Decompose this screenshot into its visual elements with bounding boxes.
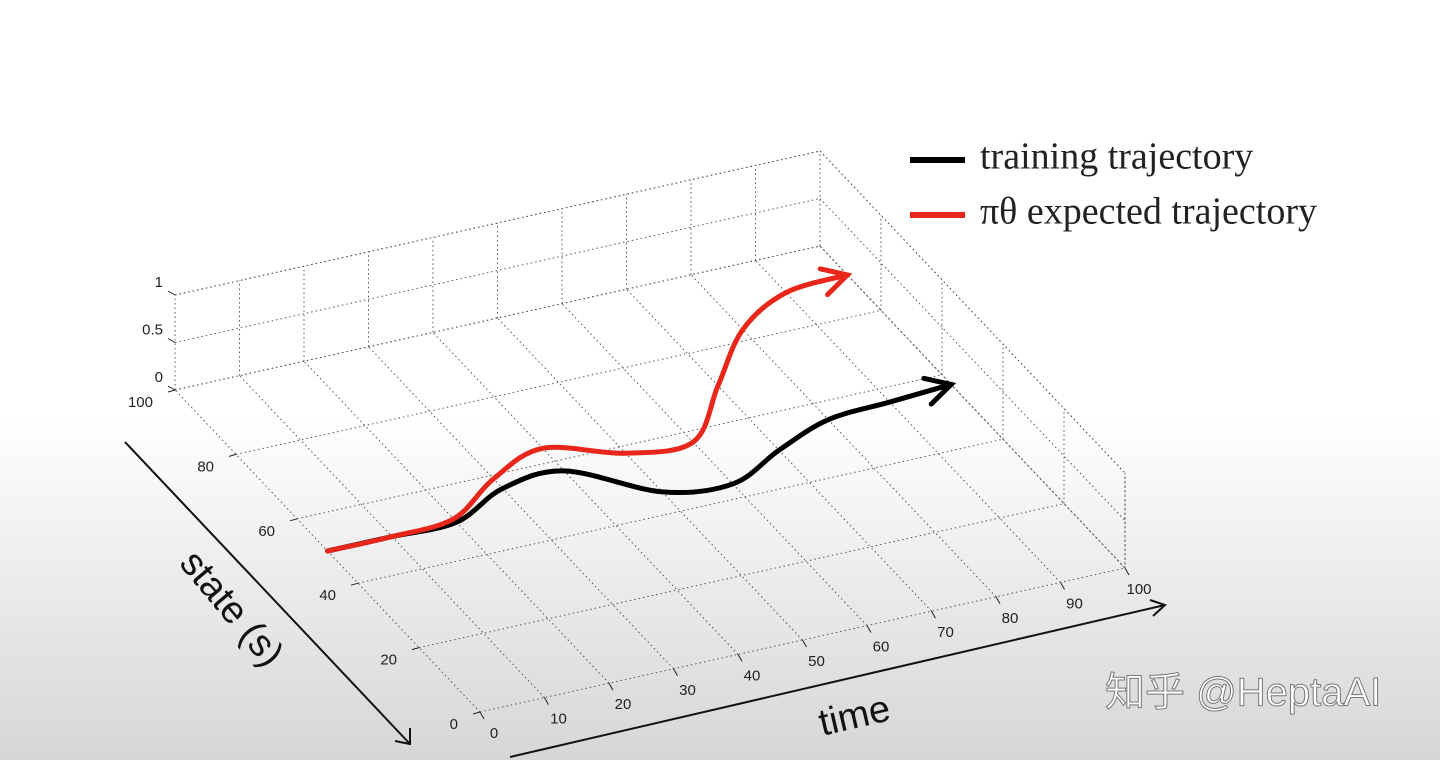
y-tick [167,389,176,393]
y-tick-label: 100 [128,394,153,411]
x-tick-label: 0 [490,725,498,742]
grid-line [368,346,674,670]
grid-line [819,245,1126,569]
legend-label: πθ expected trajectory [980,191,1317,233]
x-tick [1060,582,1065,590]
x-tick [995,596,1001,605]
x-tick-label: 10 [550,711,567,728]
y-tick-label: 60 [258,523,275,540]
x-tick [1124,567,1130,576]
grid-line [497,317,803,641]
y-tick [350,582,359,586]
x-tick-label: 40 [744,667,761,684]
y-tick-label: 40 [319,587,336,604]
grid-line [819,198,1126,521]
z-tick [167,338,176,343]
x-tick [608,682,614,691]
x-tick [737,654,743,662]
y-axis-arrow [124,441,411,746]
x-axis-arrow [509,599,1167,758]
x-tick [544,697,549,705]
x-tick-label: 30 [679,682,696,699]
x-tick [479,711,485,720]
y-tick [411,647,420,651]
y-tick-label: 0 [450,716,458,733]
y-tick [289,518,298,522]
plot [325,266,957,554]
legend-label: training trajectory [980,136,1253,178]
y-tick [472,711,481,715]
y-tick [228,453,237,457]
x-tick-label: 80 [1002,610,1019,627]
z-tick-label: 0.5 [142,321,163,338]
grid-line [561,303,868,626]
y-tick-label: 80 [197,458,214,475]
x-tick [802,639,807,648]
arrowhead [921,375,957,407]
y-tick-label: 20 [380,652,397,669]
grid-line [755,260,1061,583]
x-tick [931,610,936,619]
watermark: 知乎 @HeptaAI [1105,671,1381,715]
z-tick-label: 1 [155,274,163,291]
x-tick-label: 50 [808,653,825,670]
z-tick-label: 0 [155,369,163,386]
grid-line [819,150,1126,474]
grid-line [432,332,739,655]
x-tick [673,668,678,677]
x-tick-label: 70 [937,624,954,641]
x-tick-label: 90 [1066,595,1083,612]
x-tick-label: 100 [1126,581,1151,598]
trajectory [325,272,850,554]
x-tick-label: 20 [615,696,632,713]
x-tick-label: 60 [873,639,890,656]
z-tick [167,290,176,296]
x-tick [866,625,872,633]
z-tick [167,385,176,391]
arrowhead [817,266,853,298]
